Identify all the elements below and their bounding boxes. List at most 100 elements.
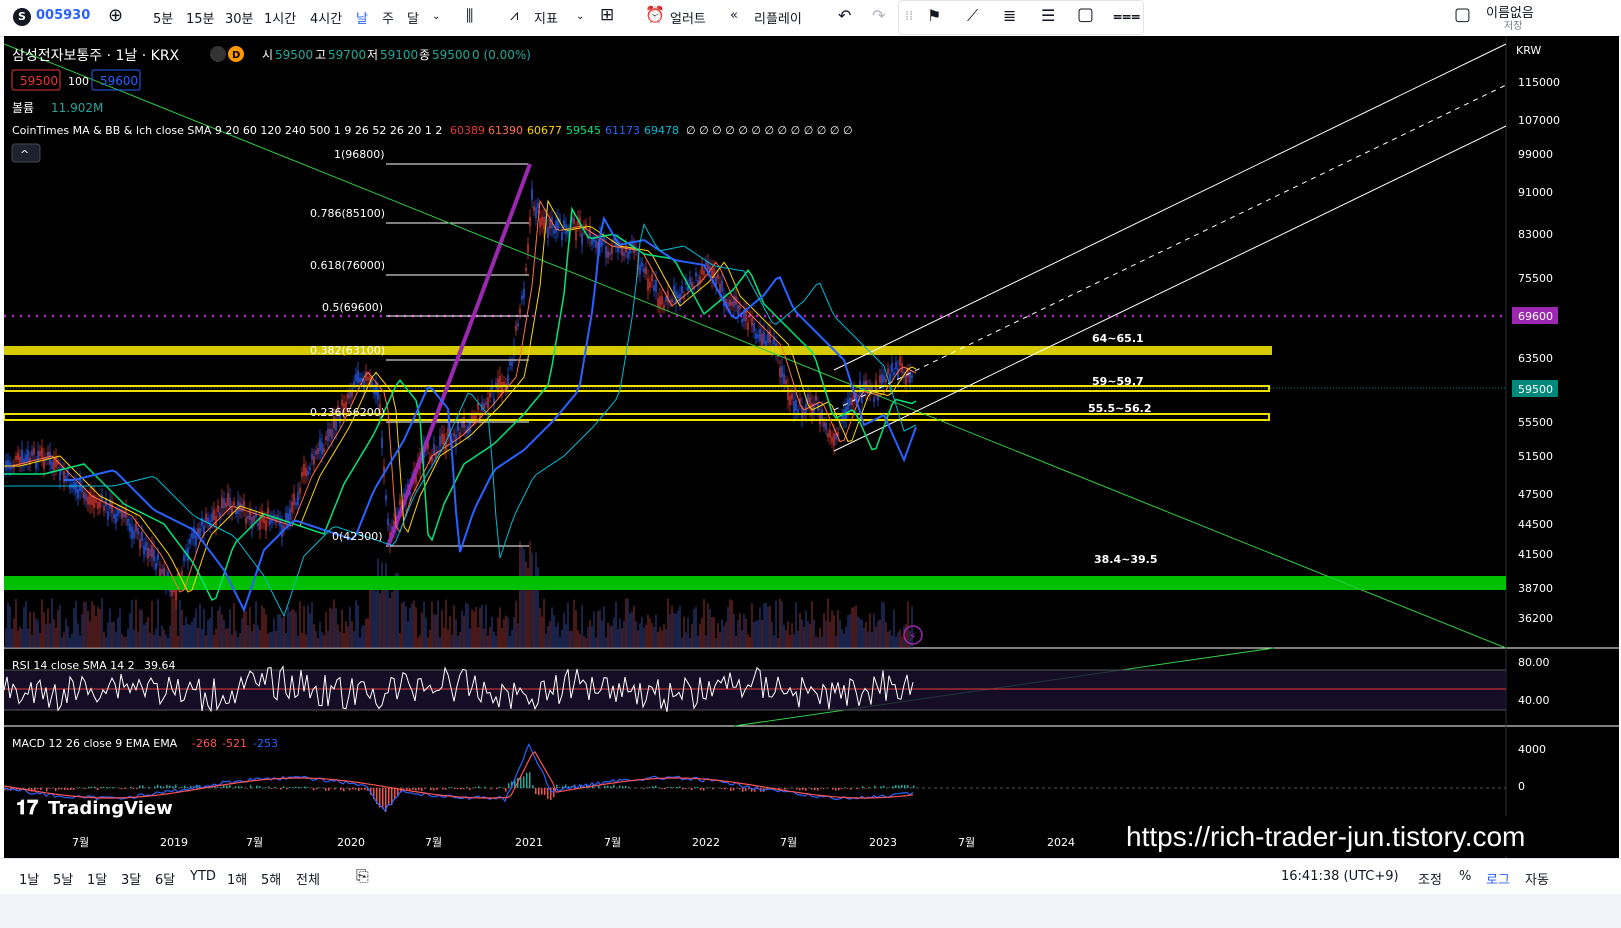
trend-line-icon[interactable]: ⟋	[967, 6, 979, 25]
goto-date-icon[interactable]: ⎘	[356, 866, 369, 885]
interval-5m[interactable]: 5분	[153, 12, 174, 27]
replay-button[interactable]: 리플레이	[754, 12, 802, 27]
buy-button[interactable]	[91, 69, 141, 91]
compare-add-icon[interactable]: ⊕	[108, 5, 124, 26]
candle-body	[305, 468, 307, 477]
replay-icon[interactable]: «	[730, 8, 738, 23]
candle-body	[625, 245, 627, 253]
sell-button[interactable]	[11, 69, 61, 91]
candle-body	[5, 461, 7, 470]
volume-bar	[689, 637, 691, 648]
range-1y[interactable]: 1해	[227, 873, 248, 888]
volume-bar	[241, 618, 243, 648]
time-tick: 7월	[958, 836, 975, 849]
interval-1h[interactable]: 1시간	[264, 12, 297, 27]
volume-bar	[907, 601, 909, 648]
percent-button[interactable]: %	[1459, 869, 1472, 884]
candle-type-icon[interactable]: ⫼	[466, 6, 474, 25]
volume-bar	[679, 606, 681, 648]
downtrend-line[interactable]	[4, 43, 1507, 649]
price-tick: 55500	[1518, 416, 1553, 429]
range-1d[interactable]: 1날	[19, 873, 40, 888]
candle-body	[307, 470, 309, 476]
volume-bar	[611, 625, 613, 648]
indicators-button[interactable]: 지표	[534, 12, 558, 27]
zone-64-65[interactable]	[4, 346, 1272, 355]
range-all[interactable]: 전체	[296, 873, 320, 888]
interval-week[interactable]: 주	[382, 12, 394, 27]
indicator-name[interactable]: CoinTimes MA & BB & Ich close SMA 9 20 6…	[12, 124, 442, 137]
rectangle-tool-icon[interactable]: ▢	[1077, 4, 1095, 25]
interval-4h[interactable]: 4시간	[310, 12, 343, 27]
parallel-channel-icon[interactable]: ≣	[1003, 6, 1017, 25]
candle-body	[563, 220, 565, 228]
interval-month[interactable]: 달	[407, 12, 419, 27]
drag-handle-icon[interactable]: ⁞⁞	[905, 9, 914, 24]
collapse-legend-button[interactable]	[11, 143, 41, 163]
ask-price[interactable]: 59600	[100, 74, 138, 88]
layout-icon[interactable]: ▢	[1454, 4, 1472, 25]
channel-lower-line[interactable]	[833, 125, 1507, 452]
interval-dropdown-icon[interactable]: ⌄	[432, 11, 441, 22]
volume-bar	[603, 606, 605, 648]
bid-price[interactable]: 59500	[20, 74, 58, 88]
log-button[interactable]: 로그	[1486, 873, 1510, 888]
clock-display[interactable]: 16:41:38 (UTC+9)	[1281, 869, 1399, 884]
candle-body	[121, 510, 123, 519]
undo-icon[interactable]: ↶	[838, 6, 852, 25]
delayed-badge-icon	[228, 46, 244, 62]
price-chart-svg[interactable]: 삼성전자보통주 · 1날 · KRX D 시 59500 고 59700 저 5…	[4, 36, 1619, 858]
macd-hist-bar	[298, 786, 300, 788]
range-1m[interactable]: 1달	[87, 873, 108, 888]
alert-button[interactable]: 얼러트	[670, 12, 706, 27]
macd-hist-bar	[625, 785, 627, 788]
zone-59-59[interactable]	[4, 385, 1270, 392]
symbol-badge-icon: S	[13, 8, 31, 26]
volume-bar	[367, 618, 369, 648]
alert-icon[interactable]: ⏰	[645, 5, 665, 24]
volume-bar	[331, 608, 333, 648]
volume-bar	[697, 635, 699, 648]
volume-bar	[405, 606, 407, 648]
fib-retracement-icon[interactable]: ☰	[1041, 6, 1056, 25]
layout-name[interactable]: 이름없음	[1486, 6, 1534, 21]
macd-label[interactable]: MACD 12 26 close 9 EMA EMA	[12, 737, 178, 750]
chevron-up-icon[interactable]: ^	[20, 148, 29, 161]
range-5y[interactable]: 5해	[261, 873, 282, 888]
volume-bar	[421, 612, 423, 648]
indicators-icon[interactable]: ⩘	[510, 6, 519, 24]
layout-grid-icon[interactable]: ⊞	[600, 5, 615, 25]
auto-button[interactable]: 자동	[1525, 873, 1549, 888]
symbol-search-button[interactable]: 005930	[36, 8, 91, 23]
rsi-label[interactable]: RSI 14 close SMA 14 2	[12, 659, 135, 672]
channel-mid-line[interactable]	[833, 84, 1507, 411]
candle-body	[45, 457, 47, 461]
chart-area[interactable]: 삼성전자보통주 · 1날 · KRX D 시 59500 고 59700 저 5…	[4, 36, 1619, 858]
interval-day[interactable]: 날	[356, 12, 368, 27]
zone-38-39[interactable]	[4, 576, 1506, 590]
fib-retracement[interactable]	[386, 163, 532, 547]
candle-body	[907, 370, 909, 377]
fib-tool-icon[interactable]: ⚑	[927, 6, 942, 25]
save-status[interactable]: 저장	[1504, 21, 1523, 32]
channel-upper-line[interactable]	[833, 43, 1507, 371]
volume-bar	[435, 614, 437, 648]
indicators-dropdown-icon[interactable]: ⌄	[576, 11, 585, 22]
interval-30m[interactable]: 30분	[225, 12, 254, 27]
range-ytd[interactable]: YTD	[190, 869, 216, 884]
lightning-icon[interactable]	[903, 625, 923, 645]
redo-icon[interactable]: ↷	[872, 6, 886, 25]
volume-bar	[735, 635, 737, 648]
volume-bar	[507, 617, 509, 648]
range-6m[interactable]: 6달	[155, 873, 176, 888]
pitchfork-icon[interactable]: ⩶	[1113, 6, 1141, 25]
range-5d[interactable]: 5날	[53, 873, 74, 888]
macd-hist-bar	[520, 776, 522, 788]
adjust-button[interactable]: 조정	[1418, 873, 1442, 888]
range-3m[interactable]: 3달	[121, 873, 142, 888]
fib-trend-line[interactable]	[386, 163, 532, 547]
currency-label[interactable]: KRW	[1516, 44, 1541, 57]
zone-55-56[interactable]	[4, 413, 1270, 421]
candle-body	[447, 428, 449, 439]
interval-15m[interactable]: 15분	[186, 12, 215, 27]
